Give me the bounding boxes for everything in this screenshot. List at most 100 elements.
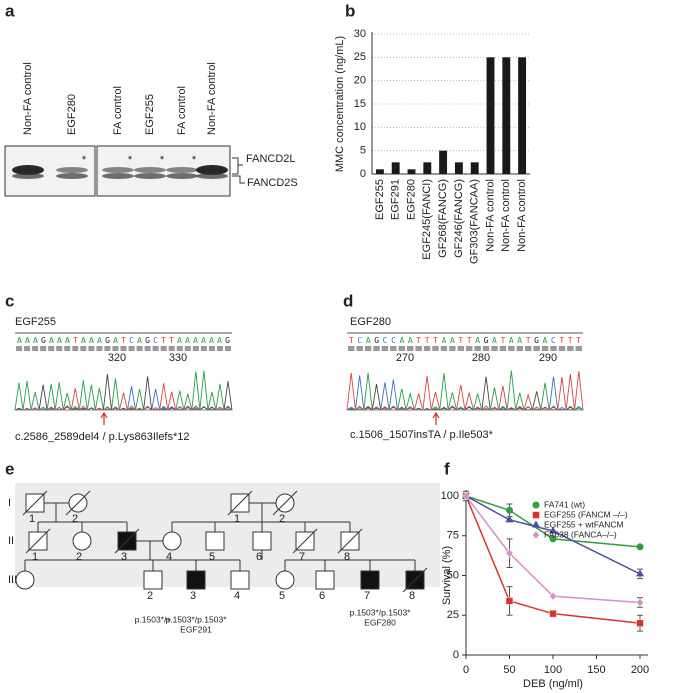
quality-bar [373,346,380,351]
sample-name: EGF280 [350,316,391,328]
genotype: p.1503*/p.1503* [350,607,412,617]
mutation: c.1506_1507insTA / p.Ile503* [350,429,494,441]
marker [549,526,557,534]
position: 290 [539,352,557,364]
genotype: p.1503*/+ [135,614,172,624]
y-axis-label: Survival (%) [441,546,453,605]
member-number: 2 [147,590,153,602]
quality-bar [474,346,481,351]
trace [346,371,584,411]
band [56,173,88,179]
y-tick-label: 10 [354,121,366,133]
quality-bar [558,346,566,351]
arrow [432,411,440,425]
y-tick-label: 5 [360,145,366,157]
x-tick-label: 150 [587,664,605,676]
asterisk: * [160,154,165,166]
quality-bar [64,346,71,351]
x-tick-label: EGF280 [405,179,417,220]
legend-label: FA741 (wt) [544,499,585,509]
panel-letter: d [343,291,353,310]
male [252,531,272,551]
y-tick-label: 0 [360,168,366,180]
member-number: 5 [279,590,285,602]
x-axis-label: DEB (ng/ml) [523,678,583,690]
x-tick-label: 50 [503,664,515,676]
bar [518,57,527,175]
quality-bar [407,346,414,351]
member-number: 7 [364,590,370,602]
deceased-mark [272,490,298,516]
band [102,167,134,173]
quality-bar [567,346,574,351]
member-number: 7 [299,551,305,563]
quality-bar [96,346,103,351]
genotype: EGF291 [180,624,212,634]
y-tick-label: 75 [447,530,459,542]
position: 270 [396,352,414,364]
female [275,570,295,590]
deceased-mark [337,528,363,554]
band-label: FANCD2S [247,177,298,189]
quality-bar [112,346,119,351]
quality-bar [423,346,431,351]
member-number: 2 [279,513,285,525]
quality-bar [56,346,63,351]
genotype: EGF280 [364,617,396,627]
lane-label: EGF280 [66,94,78,135]
quality-bar [40,346,47,351]
quality-bar [432,346,439,351]
generation-label: I [8,497,11,509]
quality-bar [364,346,372,351]
deceased-mark [402,567,428,593]
marker [462,491,470,501]
trace [346,370,584,411]
member-number: 6 [319,590,325,602]
marker [505,515,514,523]
y-tick-label: 30 [354,28,366,40]
marker [506,506,513,514]
y-tick-label: 20 [354,75,366,87]
quality-bar [176,346,183,351]
quality-bar [16,346,23,351]
bar [470,162,479,174]
sample-name: EGF255 [15,316,56,328]
bar [486,57,495,175]
deceased-mark [292,528,318,554]
band [196,173,228,179]
quality-bar [390,346,397,351]
quality-bar [466,346,473,351]
band-bracket [232,175,245,184]
legend-label: FA638 (FANCA–/–) [544,529,617,539]
member-number: 2 [76,551,82,563]
x-tick-label: Non-FA control [516,179,528,252]
bar [454,162,463,174]
marker [549,609,557,618]
trace [14,370,233,411]
quality-bar [491,346,498,351]
member-number: 4 [234,590,240,602]
band [102,173,134,179]
quality-bar [160,346,167,351]
quality-bar [415,346,422,351]
member-number: 3 [121,551,127,563]
pedigree-line [261,550,416,571]
member-number: 1 [29,513,35,525]
panel-letter: a [5,1,15,20]
x-tick-label: 0 [463,664,469,676]
female [15,570,35,590]
arrow [100,411,108,425]
marker [549,591,557,601]
x-tick-label: GF268(FANCG) [437,179,449,258]
legend-marker [532,520,540,528]
quality-bar [516,346,523,351]
quality-bar [128,346,135,351]
quality-bar [24,346,31,351]
member-number: 3 [190,590,196,602]
deceased-mark [114,528,140,554]
quality-bar [208,346,215,351]
quality-bar [575,346,582,351]
marker [505,597,514,605]
generation-label: II [8,535,14,547]
trace [14,373,233,411]
